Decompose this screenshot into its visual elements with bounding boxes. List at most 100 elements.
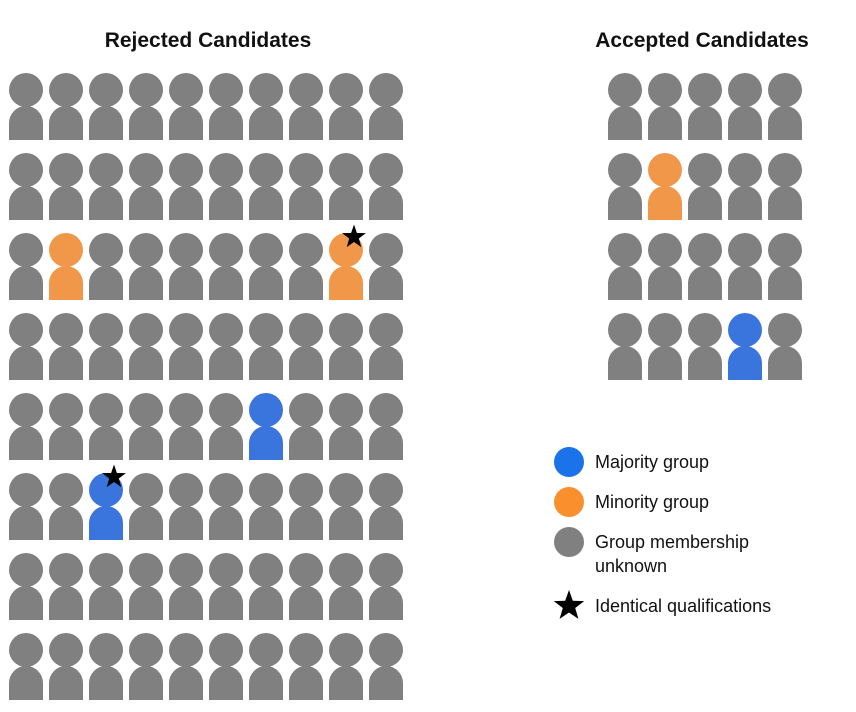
person-unknown-icon	[289, 393, 323, 460]
person-head	[728, 73, 762, 107]
person-unknown-icon	[9, 313, 43, 380]
person-unknown-icon	[648, 73, 682, 140]
legend-star-label: Identical qualifications	[595, 596, 771, 616]
person-head	[89, 633, 123, 667]
person-head	[129, 153, 163, 187]
person-unknown-icon	[768, 73, 802, 140]
person-head	[49, 633, 83, 667]
person-head	[49, 393, 83, 427]
person-head	[329, 393, 363, 427]
person-unknown-icon	[129, 233, 163, 300]
person-head	[129, 313, 163, 347]
person-body	[89, 506, 123, 540]
person-unknown-icon	[209, 73, 243, 140]
person-unknown-icon	[329, 153, 363, 220]
person-head	[369, 393, 403, 427]
person-unknown-icon	[728, 73, 762, 140]
person-unknown-icon	[728, 153, 762, 220]
person-head	[768, 153, 802, 187]
person-unknown-icon	[329, 393, 363, 460]
person-unknown-icon	[209, 153, 243, 220]
person-head	[209, 473, 243, 507]
legend-minority-label: Minority group	[595, 492, 709, 512]
person-unknown-icon	[249, 473, 283, 540]
person-body	[289, 586, 323, 620]
person-unknown-icon	[289, 73, 323, 140]
person-body	[89, 346, 123, 380]
person-head	[209, 393, 243, 427]
person-body	[648, 106, 682, 140]
person-unknown-icon	[129, 313, 163, 380]
person-minority-icon	[49, 233, 83, 300]
person-body	[768, 186, 802, 220]
person-head	[289, 633, 323, 667]
person-body	[369, 426, 403, 460]
person-unknown-icon	[129, 553, 163, 620]
person-body	[9, 586, 43, 620]
person-unknown-icon	[89, 393, 123, 460]
person-body	[249, 346, 283, 380]
star-icon	[342, 224, 366, 248]
person-body	[89, 426, 123, 460]
person-body	[688, 106, 722, 140]
person-body	[169, 426, 203, 460]
person-head	[688, 313, 722, 347]
person-unknown-icon	[688, 73, 722, 140]
person-unknown-icon	[89, 313, 123, 380]
person-unknown-icon	[608, 153, 642, 220]
person-head	[209, 233, 243, 267]
person-body	[49, 586, 83, 620]
person-body	[9, 106, 43, 140]
person-head	[728, 233, 762, 267]
person-body	[329, 506, 363, 540]
person-body	[169, 106, 203, 140]
person-unknown-icon	[209, 313, 243, 380]
person-body	[289, 346, 323, 380]
person-head	[249, 393, 283, 427]
person-head	[648, 233, 682, 267]
person-body	[209, 106, 243, 140]
person-unknown-icon	[9, 153, 43, 220]
person-unknown-icon	[209, 473, 243, 540]
person-head	[9, 153, 43, 187]
person-head	[249, 153, 283, 187]
person-head	[369, 633, 403, 667]
person-head	[648, 313, 682, 347]
rejected-title: Rejected Candidates	[105, 29, 312, 52]
person-body	[728, 186, 762, 220]
person-unknown-icon	[209, 393, 243, 460]
person-body	[129, 346, 163, 380]
person-body	[768, 106, 802, 140]
person-head	[49, 73, 83, 107]
person-body	[209, 266, 243, 300]
person-unknown-icon	[49, 393, 83, 460]
legend-unknown-swatch	[554, 527, 584, 557]
person-body	[169, 506, 203, 540]
person-body	[289, 106, 323, 140]
person-head	[369, 553, 403, 587]
person-unknown-icon	[648, 233, 682, 300]
person-head	[369, 153, 403, 187]
legend-unknown-label-2: unknown	[595, 556, 667, 576]
person-body	[89, 666, 123, 700]
person-head	[249, 633, 283, 667]
person-body	[9, 186, 43, 220]
person-head	[648, 73, 682, 107]
person-unknown-icon	[89, 233, 123, 300]
person-body	[89, 586, 123, 620]
person-body	[9, 666, 43, 700]
person-body	[169, 586, 203, 620]
person-unknown-icon	[9, 233, 43, 300]
person-body	[608, 186, 642, 220]
person-head	[249, 553, 283, 587]
person-body	[768, 346, 802, 380]
person-head	[89, 153, 123, 187]
person-head	[369, 473, 403, 507]
person-unknown-icon	[688, 153, 722, 220]
person-unknown-icon	[249, 73, 283, 140]
person-head	[89, 233, 123, 267]
person-head	[169, 393, 203, 427]
person-majority-icon	[728, 313, 762, 380]
person-body	[129, 586, 163, 620]
